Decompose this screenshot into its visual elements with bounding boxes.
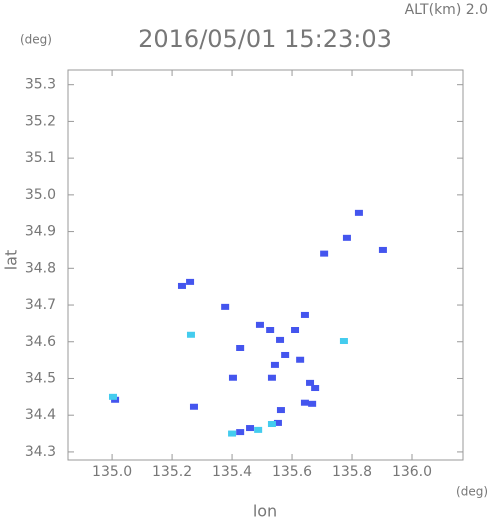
- y-tick-label: 34.5: [25, 370, 56, 386]
- echo: [300, 399, 309, 406]
- echo: [354, 209, 363, 216]
- echo: [378, 246, 387, 253]
- y-tick-label: 34.8: [25, 260, 56, 276]
- x-tick-label: 136.0: [392, 464, 432, 480]
- x-label: lon: [253, 502, 277, 521]
- echo: [254, 426, 263, 433]
- y-unit: (deg): [20, 33, 52, 47]
- y-tick-label: 34.3: [25, 444, 56, 460]
- echo: [186, 331, 195, 338]
- y-tick-label: 34.4: [25, 407, 56, 423]
- echo: [296, 356, 305, 363]
- echo: [267, 421, 276, 428]
- x-tick-label: 135.4: [212, 464, 252, 480]
- echo: [300, 311, 309, 318]
- echo: [266, 327, 275, 333]
- echo: [255, 321, 264, 328]
- echo: [267, 374, 276, 381]
- echo: [246, 425, 255, 432]
- echo: [186, 278, 195, 285]
- y-tick-label: 35.0: [25, 187, 56, 203]
- echo: [311, 385, 320, 392]
- x-tick-label: 135.0: [92, 464, 132, 480]
- echo: [177, 282, 186, 289]
- y-tick-label: 35.2: [25, 113, 56, 129]
- altitude: ALT(km) 2.0: [405, 2, 488, 18]
- echo: [221, 303, 230, 310]
- y-tick-label: 35.1: [25, 150, 56, 166]
- echo: [291, 327, 300, 333]
- y-tick-label: 34.7: [25, 297, 56, 313]
- echo: [342, 234, 351, 241]
- echo: [276, 336, 285, 343]
- plot-frame: [67, 69, 464, 461]
- echo: [308, 400, 317, 407]
- echo: [236, 344, 245, 351]
- echo: [273, 419, 282, 426]
- echo: [228, 374, 237, 381]
- echo: [281, 351, 290, 358]
- echo: [320, 250, 329, 257]
- x-tick-label: 135.2: [152, 464, 192, 480]
- echo: [306, 379, 315, 386]
- x-tick-label: 135.6: [272, 464, 312, 480]
- echo: [108, 393, 117, 400]
- echo: [276, 407, 285, 414]
- y-tick-label: 34.6: [25, 334, 56, 350]
- echo: [189, 403, 198, 410]
- echo: [228, 430, 237, 437]
- echo: [339, 338, 348, 345]
- x-tick-label: 135.8: [332, 464, 372, 480]
- y-label: lat: [2, 250, 21, 271]
- x-unit: (deg): [456, 485, 488, 499]
- chart-title: 2016/05/01 15:23:03: [138, 25, 392, 53]
- y-tick-label: 34.9: [25, 224, 56, 240]
- echo: [270, 361, 279, 368]
- echo: [236, 429, 245, 436]
- y-tick-label: 35.3: [25, 77, 56, 93]
